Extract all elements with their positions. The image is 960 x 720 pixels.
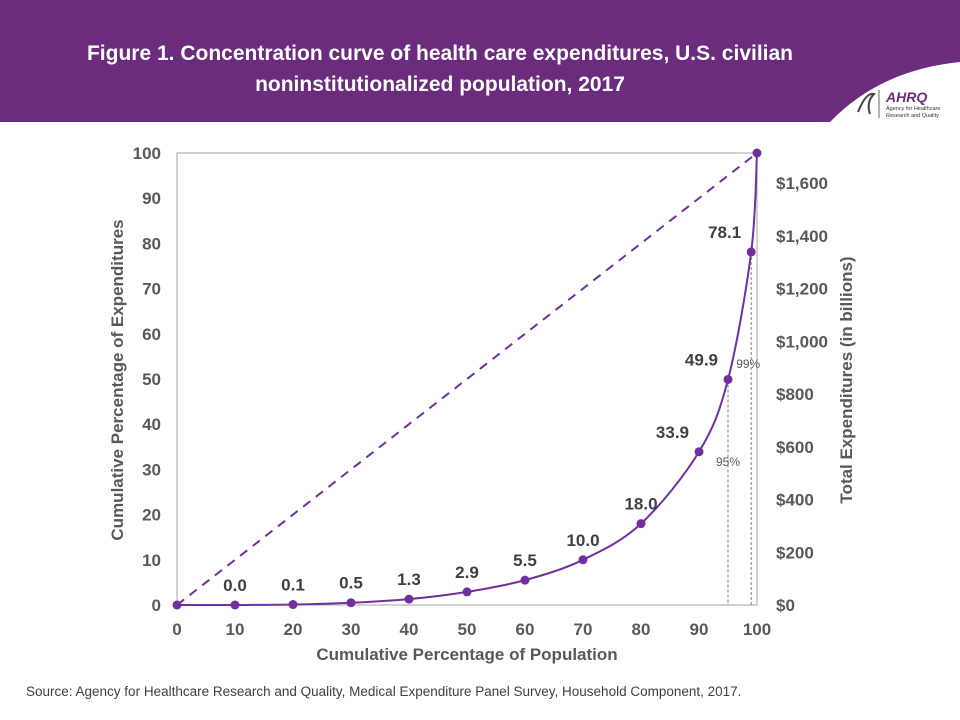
y2-tick-label: $1,200 bbox=[776, 280, 828, 299]
x-tick-label: 20 bbox=[284, 620, 303, 639]
ahrq-logo: AHRQ Agency for Healthcare Research and … bbox=[852, 86, 952, 120]
y-tick-label: 0 bbox=[152, 596, 161, 615]
source-note: Source: Agency for Healthcare Research a… bbox=[26, 684, 742, 699]
data-point bbox=[346, 598, 356, 608]
x-tick-label: 0 bbox=[172, 620, 181, 639]
data-point bbox=[230, 600, 240, 610]
x-tick-label: 40 bbox=[400, 620, 419, 639]
data-point bbox=[520, 575, 530, 585]
y-tick-label: 90 bbox=[142, 189, 161, 208]
x-axis-label: Cumulative Percentage of Population bbox=[316, 645, 617, 664]
data-point bbox=[288, 600, 298, 610]
data-label: 1.3 bbox=[397, 570, 421, 589]
y2-tick-label: $400 bbox=[776, 491, 814, 510]
x-tick-label: 30 bbox=[342, 620, 361, 639]
data-label: 33.9 bbox=[656, 423, 689, 442]
svg-text:Agency for Healthcare: Agency for Healthcare bbox=[886, 106, 940, 112]
data-point bbox=[723, 374, 733, 384]
data-point bbox=[404, 594, 414, 604]
y-tick-label: 70 bbox=[142, 280, 161, 299]
plot-frame bbox=[176, 152, 758, 606]
y-tick-label: 40 bbox=[142, 415, 161, 434]
y2-tick-label: $800 bbox=[776, 385, 814, 404]
y-tick-label: 50 bbox=[142, 370, 161, 389]
data-label: 49.9 bbox=[685, 350, 718, 369]
svg-text:AHRQ: AHRQ bbox=[885, 89, 927, 105]
x-tick-label: 90 bbox=[690, 620, 709, 639]
y2-tick-label: $200 bbox=[776, 543, 814, 562]
data-point bbox=[578, 555, 588, 565]
x-tick-label: 100 bbox=[743, 620, 771, 639]
y2-axis-label: Total Expenditures (in billions) bbox=[837, 256, 856, 503]
y-tick-label: 10 bbox=[142, 551, 161, 570]
y-tick-label: 30 bbox=[142, 460, 161, 479]
svg-text:Research and Quality: Research and Quality bbox=[886, 113, 939, 119]
data-point bbox=[694, 447, 704, 457]
x-tick-label: 50 bbox=[458, 620, 477, 639]
y-tick-label: 20 bbox=[142, 506, 161, 525]
data-label: 0.5 bbox=[339, 574, 363, 593]
x-tick-label: 10 bbox=[226, 620, 245, 639]
data-label: 2.9 bbox=[455, 563, 479, 582]
reference-label: 95% bbox=[716, 455, 740, 469]
header-banner bbox=[0, 0, 960, 122]
reference-label: 99% bbox=[736, 357, 760, 371]
y-tick-label: 100 bbox=[133, 144, 161, 163]
y-axis-label: Cumulative Percentage of Expenditures bbox=[108, 219, 127, 540]
data-label: 0.1 bbox=[281, 576, 305, 595]
data-point bbox=[746, 247, 756, 257]
data-label: 10.0 bbox=[566, 531, 599, 550]
data-label: 78.1 bbox=[708, 223, 741, 242]
x-tick-label: 60 bbox=[516, 620, 535, 639]
data-point bbox=[636, 519, 646, 529]
data-point bbox=[752, 148, 762, 158]
y2-tick-label: $1,600 bbox=[776, 174, 828, 193]
data-label: 0.0 bbox=[223, 576, 247, 595]
data-label: 5.5 bbox=[513, 551, 537, 570]
equality-line bbox=[176, 152, 758, 606]
concentration-curve bbox=[176, 152, 758, 607]
y2-tick-label: $0 bbox=[776, 596, 795, 615]
data-point bbox=[462, 587, 472, 597]
y2-tick-label: $1,000 bbox=[776, 332, 828, 351]
y2-tick-label: $600 bbox=[776, 438, 814, 457]
chart-title: Figure 1. Concentration curve of health … bbox=[86, 42, 794, 96]
y-tick-label: 80 bbox=[142, 234, 161, 253]
data-label: 18.0 bbox=[624, 495, 657, 514]
x-tick-label: 80 bbox=[632, 620, 651, 639]
y2-tick-label: $1,400 bbox=[776, 227, 828, 246]
data-point bbox=[172, 600, 182, 610]
y-tick-label: 60 bbox=[142, 325, 161, 344]
x-tick-label: 70 bbox=[574, 620, 593, 639]
